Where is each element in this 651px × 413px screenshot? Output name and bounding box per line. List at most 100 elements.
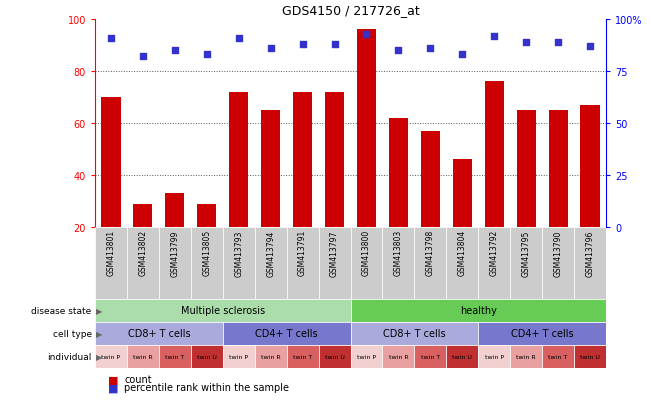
Point xyxy=(489,33,499,40)
Text: GSM413790: GSM413790 xyxy=(553,230,562,276)
Text: GSM413803: GSM413803 xyxy=(394,230,403,276)
Bar xyxy=(484,82,504,228)
Bar xyxy=(574,345,606,368)
Text: twin P: twin P xyxy=(102,354,120,359)
Text: GSM413801: GSM413801 xyxy=(107,230,115,275)
Point xyxy=(202,52,212,59)
Text: GSM413792: GSM413792 xyxy=(490,230,499,276)
Bar xyxy=(95,322,223,345)
Text: twin T: twin T xyxy=(293,354,312,359)
Bar xyxy=(447,345,478,368)
Bar xyxy=(159,345,191,368)
Text: CD8+ T cells: CD8+ T cells xyxy=(383,329,446,339)
Text: disease state: disease state xyxy=(31,306,92,315)
Bar xyxy=(255,228,286,299)
Bar xyxy=(95,228,127,299)
Point xyxy=(298,42,308,48)
Bar xyxy=(542,228,574,299)
Text: GSM413796: GSM413796 xyxy=(585,230,594,276)
Text: GSM413798: GSM413798 xyxy=(426,230,435,276)
Point xyxy=(425,46,436,52)
Text: individual: individual xyxy=(48,352,92,361)
Bar xyxy=(478,322,606,345)
Point xyxy=(521,40,531,46)
Bar xyxy=(102,98,120,228)
Text: GSM413797: GSM413797 xyxy=(330,230,339,276)
Text: GSM413799: GSM413799 xyxy=(171,230,179,276)
Text: ▶: ▶ xyxy=(96,329,103,338)
Bar xyxy=(223,322,350,345)
Text: twin R: twin R xyxy=(261,354,281,359)
Text: GSM413795: GSM413795 xyxy=(521,230,531,276)
Bar xyxy=(255,345,286,368)
Bar xyxy=(350,345,382,368)
Bar xyxy=(517,111,536,228)
Text: percentile rank within the sample: percentile rank within the sample xyxy=(124,382,289,392)
Text: GSM413802: GSM413802 xyxy=(139,230,147,275)
Text: CD4+ T cells: CD4+ T cells xyxy=(511,329,574,339)
Bar xyxy=(389,119,408,228)
Bar xyxy=(447,228,478,299)
Bar xyxy=(350,322,478,345)
Bar xyxy=(581,106,600,228)
Bar xyxy=(574,228,606,299)
Text: healthy: healthy xyxy=(460,306,497,316)
Text: GSM413805: GSM413805 xyxy=(202,230,212,276)
Bar xyxy=(159,228,191,299)
Text: twin P: twin P xyxy=(357,354,376,359)
Bar xyxy=(286,228,318,299)
Bar xyxy=(382,345,415,368)
Text: ■: ■ xyxy=(108,382,118,392)
Bar xyxy=(542,345,574,368)
Bar xyxy=(318,345,350,368)
Bar xyxy=(382,228,415,299)
Bar xyxy=(293,93,312,228)
Text: twin R: twin R xyxy=(516,354,536,359)
Bar xyxy=(165,194,184,228)
Bar xyxy=(350,299,606,322)
Bar xyxy=(197,204,216,228)
Text: count: count xyxy=(124,374,152,384)
Bar xyxy=(350,228,382,299)
Bar xyxy=(357,30,376,228)
Point xyxy=(457,52,467,59)
Title: GDS4150 / 217726_at: GDS4150 / 217726_at xyxy=(282,5,419,17)
Point xyxy=(170,48,180,55)
Text: twin R: twin R xyxy=(389,354,408,359)
Bar xyxy=(286,345,318,368)
Text: twin U: twin U xyxy=(452,354,472,359)
Bar xyxy=(223,228,255,299)
Bar xyxy=(127,228,159,299)
Bar xyxy=(95,299,350,322)
Text: GSM413791: GSM413791 xyxy=(298,230,307,276)
Text: twin T: twin T xyxy=(165,354,184,359)
Text: GSM413800: GSM413800 xyxy=(362,230,371,276)
Text: ■: ■ xyxy=(108,374,118,384)
Text: Multiple sclerosis: Multiple sclerosis xyxy=(181,306,265,316)
Text: CD8+ T cells: CD8+ T cells xyxy=(128,329,190,339)
Bar xyxy=(510,228,542,299)
Bar xyxy=(95,345,127,368)
Point xyxy=(138,54,148,61)
Bar xyxy=(452,160,472,228)
Text: twin P: twin P xyxy=(229,354,248,359)
Point xyxy=(329,42,340,48)
Bar xyxy=(229,93,248,228)
Bar xyxy=(127,345,159,368)
Bar xyxy=(191,345,223,368)
Point xyxy=(585,44,595,50)
Bar xyxy=(318,228,350,299)
Text: ▶: ▶ xyxy=(96,306,103,315)
Bar xyxy=(415,228,447,299)
Text: twin T: twin T xyxy=(421,354,440,359)
Bar xyxy=(325,93,344,228)
Text: GSM413793: GSM413793 xyxy=(234,230,243,276)
Text: CD4+ T cells: CD4+ T cells xyxy=(255,329,318,339)
Bar xyxy=(478,345,510,368)
Text: twin U: twin U xyxy=(580,354,600,359)
Point xyxy=(234,36,244,42)
Point xyxy=(393,48,404,55)
Text: cell type: cell type xyxy=(53,329,92,338)
Bar xyxy=(421,131,440,228)
Point xyxy=(266,46,276,52)
